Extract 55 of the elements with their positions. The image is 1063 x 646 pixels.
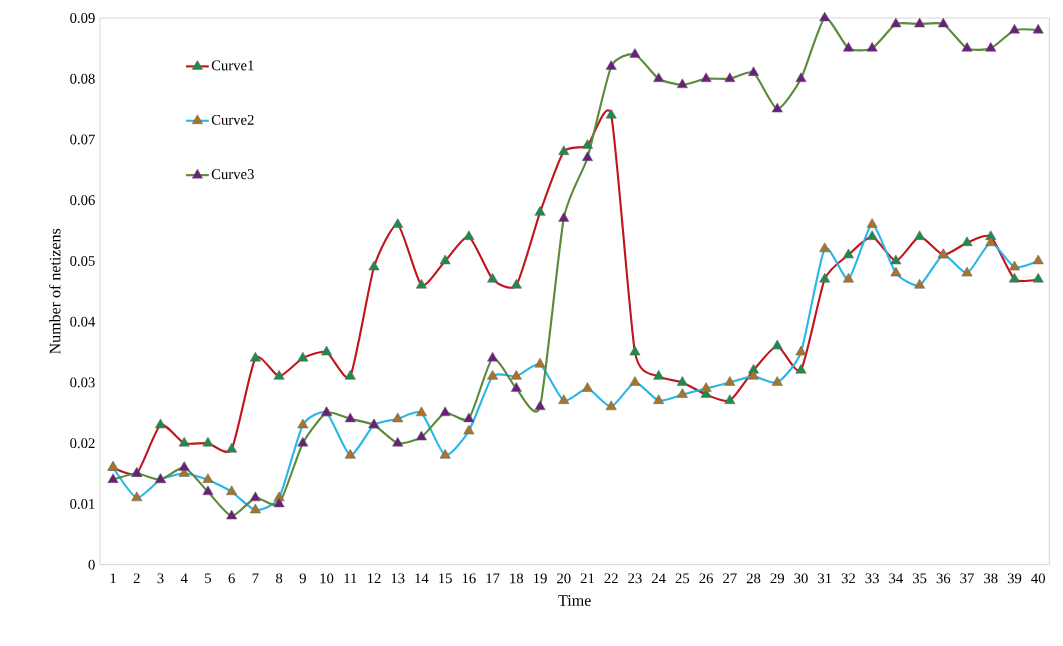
x-tick-label: 31 — [818, 573, 832, 584]
x-tick-label: 4 — [180, 573, 188, 584]
x-tick-label: 16 — [462, 573, 476, 584]
x-tick-label: 20 — [557, 573, 571, 584]
x-tick-label: 39 — [1007, 573, 1022, 584]
x-tick-label: 10 — [320, 573, 334, 584]
y-tick-label: 0.03 — [70, 377, 95, 388]
x-tick-label: 33 — [865, 573, 879, 584]
x-tick-label: 28 — [746, 573, 761, 584]
x-tick-label: 15 — [439, 573, 452, 584]
x-tick-label: 40 — [1031, 573, 1045, 584]
x-tick-label: 37 — [960, 573, 974, 584]
x-axis-title: Time — [558, 595, 591, 606]
x-tick-label: 14 — [415, 573, 429, 584]
x-tick-label: 22 — [604, 573, 618, 584]
x-tick-label: 30 — [794, 573, 808, 584]
x-tick-label: 13 — [391, 573, 405, 584]
y-tick-label: 0.05 — [70, 255, 95, 266]
x-tick-label: 19 — [534, 573, 547, 584]
y-tick-label: 0.02 — [70, 438, 95, 449]
x-tick-label: 6 — [228, 573, 235, 584]
x-tick-label: 3 — [157, 573, 164, 584]
x-tick-label: 12 — [367, 573, 381, 584]
x-tick-label: 1 — [110, 573, 116, 584]
x-tick-label: 24 — [651, 573, 666, 584]
x-tick-label: 32 — [841, 573, 855, 584]
y-tick-label: 0.06 — [70, 195, 95, 206]
x-tick-label: 38 — [984, 573, 998, 584]
x-tick-label: 36 — [936, 573, 951, 584]
x-tick-label: 27 — [723, 573, 737, 584]
y-tick-label: 0.09 — [70, 13, 95, 23]
x-tick-label: 11 — [344, 573, 357, 584]
x-tick-label: 17 — [486, 573, 500, 584]
x-tick-label: 7 — [252, 573, 259, 583]
x-tick-label: 26 — [699, 573, 713, 584]
x-tick-label: 25 — [675, 573, 690, 584]
x-tick-label: 2 — [133, 573, 140, 584]
x-tick-label: 23 — [628, 573, 642, 584]
y-tick-label: 0.04 — [70, 316, 96, 327]
y-axis-title: Number of netizens — [49, 228, 61, 354]
y-tick-label: 0.01 — [70, 498, 95, 509]
y-tick-label: 0 — [88, 559, 95, 570]
x-tick-label: 29 — [770, 573, 784, 584]
legend-label: Curve2 — [211, 114, 254, 125]
x-tick-label: 8 — [276, 573, 283, 584]
x-tick-label: 5 — [205, 573, 212, 584]
y-tick-label: 0.08 — [70, 73, 95, 84]
x-tick-label: 18 — [510, 573, 524, 584]
y-tick-label: 0.07 — [70, 134, 95, 145]
legend-label: Curve1 — [211, 60, 254, 71]
x-tick-label: 35 — [912, 573, 927, 584]
x-tick-label: 9 — [299, 573, 306, 584]
x-tick-label: 34 — [889, 573, 903, 584]
x-tick-label: 21 — [580, 573, 594, 584]
legend-label: Curve3 — [211, 169, 254, 180]
